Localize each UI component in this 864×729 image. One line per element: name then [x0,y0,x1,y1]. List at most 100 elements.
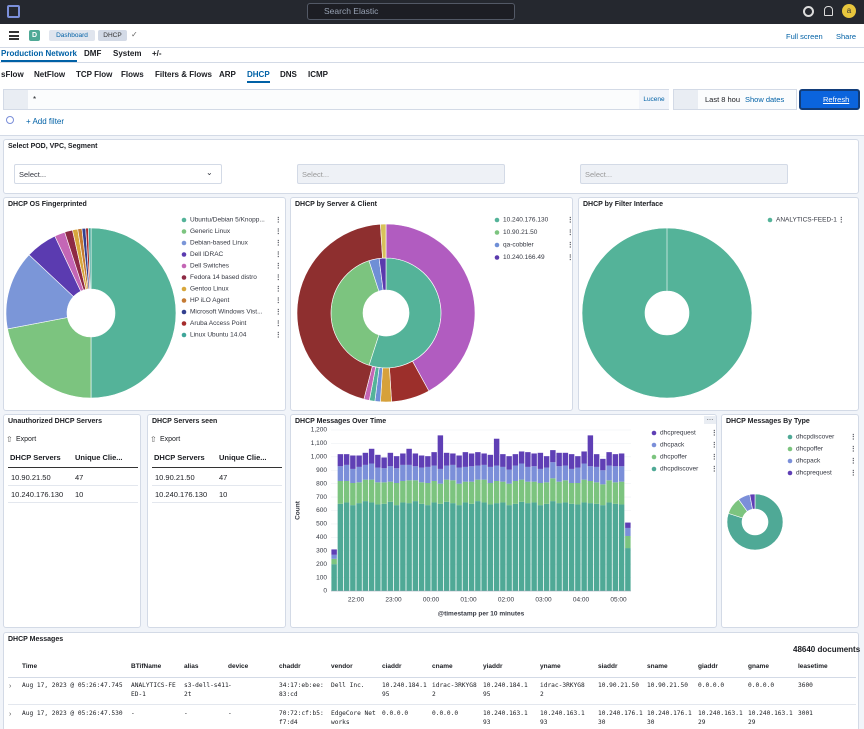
nav-tab[interactable]: System [113,49,142,58]
panel-title: DHCP Messages [8,636,64,643]
column-header[interactable]: alias [184,663,199,670]
nav-subtab[interactable]: DHCP [247,70,270,83]
column-header[interactable]: siaddr [598,663,618,670]
column-header[interactable]: DHCP Servers [10,453,61,462]
date-picker[interactable] [673,89,797,110]
menu-icon[interactable] [9,31,19,40]
table-cell: 10.240.163.193 [483,710,528,726]
panel-title: DHCP Messages Over Time [295,418,387,425]
column-header[interactable]: Time [22,663,38,670]
table-cell: 10.90.21.50 [155,473,195,482]
query-language[interactable]: Lucene [639,90,669,109]
table-cell: 10.90.21.50 [647,682,688,689]
table-cell: idrac-3RKYG82 [540,682,585,698]
table-cell: 3001 [798,710,813,717]
nav-divider [0,62,864,63]
column-header[interactable]: cname [432,663,453,670]
select[interactable]: Select... [580,164,788,184]
column-header[interactable]: yiaddr [483,663,503,670]
breadcrumb[interactable]: Dashboard [49,30,95,41]
panel-title: Select POD, VPC, Segment [8,143,98,150]
nav-subtab[interactable]: NetFlow [34,70,66,79]
nav-tab[interactable]: Production Network [1,49,78,62]
header-action[interactable]: Share [836,32,857,41]
export-icon: ⇧ [6,435,13,444]
query-input[interactable] [3,89,669,110]
table-cell: 10.240.184.195 [483,682,528,698]
search-box[interactable] [307,3,515,20]
show-dates[interactable]: Show dates [745,95,785,104]
avatar[interactable]: a [842,4,856,18]
breadcrumb[interactable]: DHCP [98,30,127,41]
column-header[interactable]: Unique Clie... [219,453,267,462]
table-cell: 47 [75,473,84,482]
nav-subtab[interactable]: Filters & Flows [155,70,212,79]
table-cell: 10 [219,490,228,499]
column-header[interactable]: BTifName [131,663,162,670]
panel-menu[interactable]: … [704,415,716,424]
add-filter[interactable]: + Add filter [26,117,65,126]
expand-toggle[interactable]: › [9,683,12,690]
column-header[interactable]: Unique Clie... [75,453,123,462]
panel: Select POD, VPC, Segment Select... Select.… [3,139,859,194]
column-header[interactable]: DHCP Servers [154,453,205,462]
help-icon[interactable] [803,6,814,17]
export-button[interactable]: Export [160,436,181,443]
select[interactable]: Select... [14,164,222,184]
nav-subtab[interactable]: sFlow [1,70,24,79]
panel-title: DHCP Messages By Type [726,418,810,425]
table-cell: - [228,682,232,689]
logo [7,5,20,18]
column-header[interactable]: leasetime [798,663,828,670]
select[interactable]: Select... [297,164,505,184]
table-cell: - [131,710,135,717]
date-text: Last 8 hou [705,95,741,104]
table-cell: 10.240.176.130 [647,710,692,726]
header-action[interactable]: Full screen [786,32,823,41]
panel-title: DHCP by Server & Client [295,201,377,208]
expand-toggle[interactable]: › [9,711,12,718]
nav-subtab[interactable]: DNS [280,70,297,79]
query-text: * [33,95,37,104]
header-rule [152,467,282,468]
menu-icon-mid [9,35,19,37]
table-cell: 10.240.163.129 [698,710,743,726]
table-cell: 0.0.0.0 [432,710,459,717]
panel: DHCP Messages Over Time [290,414,717,628]
panel: DHCP Servers seen Export ⇧ DHCP Servers Uniq… [147,414,286,628]
export-icon: ⇧ [150,435,157,444]
bell-icon[interactable] [824,6,833,16]
column-header[interactable]: chaddr [279,663,301,670]
second-bar [0,24,864,48]
query-menu[interactable] [4,90,28,109]
panel: DHCP by Filter Interface [578,197,859,411]
panel-title: DHCP OS Fingerprinted [8,201,87,208]
export-button[interactable]: Export [16,436,37,443]
filter-icon [6,116,14,124]
panel: DHCP OS Fingerprinted [3,197,286,411]
refresh-button[interactable]: Refresh [799,89,860,110]
column-header[interactable]: giaddr [698,663,718,670]
nav-subtab[interactable]: ICMP [308,70,328,79]
column-header[interactable]: sname [647,663,668,670]
column-header[interactable]: device [228,663,249,670]
nav-tab[interactable]: DMF [84,49,102,58]
nav-subtab[interactable]: ARP [219,70,236,79]
table-cell: 10.90.21.50 [598,682,639,689]
nav-subtab[interactable]: Flows [121,70,144,79]
date-icon[interactable] [674,90,698,109]
column-header[interactable]: ciaddr [382,663,402,670]
panel: DHCP Messages By Type [721,414,859,628]
column-header[interactable]: yname [540,663,561,670]
table-cell: ANALYTICS-FEED-1 [131,682,176,698]
column-header[interactable]: vendor [331,663,353,670]
nav-subtab[interactable]: TCP Flow [76,70,113,79]
chevron: ✓ [131,30,138,39]
nav-area [0,48,864,90]
nav-tab[interactable]: +/- [152,49,162,58]
panel-title: Unauthorized DHCP Servers [8,418,103,425]
column-header[interactable]: gname [748,663,769,670]
table-cell: 10.240.163.193 [540,710,585,726]
table-cell: 70:72:cf:b5:f7:d4 [279,710,324,726]
